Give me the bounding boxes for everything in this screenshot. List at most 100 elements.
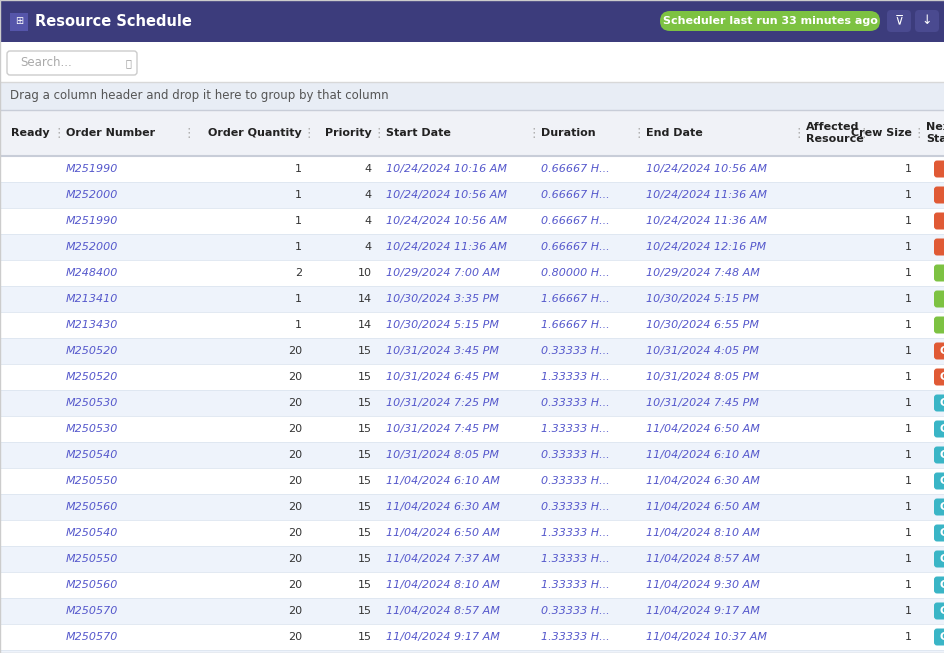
Text: Crew Size: Crew Size <box>851 128 911 138</box>
Text: M250540: M250540 <box>66 528 118 538</box>
Text: 1.33333 H...: 1.33333 H... <box>540 554 609 564</box>
Bar <box>0 494 944 520</box>
Text: 10/24/2024 10:56 AM: 10/24/2024 10:56 AM <box>385 190 507 200</box>
Text: 11/04/2024 6:50 AM: 11/04/2024 6:50 AM <box>646 502 759 512</box>
Bar <box>0 234 944 260</box>
Text: Resource Schedule: Resource Schedule <box>35 14 192 29</box>
Bar <box>0 546 944 572</box>
Text: 15: 15 <box>358 502 372 512</box>
Text: CTRCN: CTRCN <box>938 606 944 616</box>
Text: 1: 1 <box>904 606 911 616</box>
Text: 10/31/2024 8:05 PM: 10/31/2024 8:05 PM <box>385 450 498 460</box>
Text: 10/31/2024 7:25 PM: 10/31/2024 7:25 PM <box>385 398 498 408</box>
Bar <box>0 110 944 156</box>
Text: 1: 1 <box>904 632 911 642</box>
Text: ⋮: ⋮ <box>857 127 869 140</box>
Text: ⋮: ⋮ <box>372 127 385 140</box>
Text: ⋮: ⋮ <box>792 127 804 140</box>
Text: 10/31/2024 7:45 PM: 10/31/2024 7:45 PM <box>646 398 758 408</box>
FancyBboxPatch shape <box>933 550 944 567</box>
Text: Duration: Duration <box>540 128 595 138</box>
Text: 10/30/2024 5:15 PM: 10/30/2024 5:15 PM <box>646 294 758 304</box>
FancyBboxPatch shape <box>933 577 944 594</box>
Text: ⋮: ⋮ <box>527 127 540 140</box>
FancyBboxPatch shape <box>933 212 944 229</box>
Text: 1: 1 <box>295 294 302 304</box>
Text: 11/04/2024 10:37 AM: 11/04/2024 10:37 AM <box>646 632 767 642</box>
FancyBboxPatch shape <box>933 473 944 490</box>
Bar <box>0 468 944 494</box>
Text: 20: 20 <box>288 528 302 538</box>
Bar <box>0 312 944 338</box>
Text: 4: 4 <box>364 242 372 252</box>
Text: 1: 1 <box>904 164 911 174</box>
Text: 15: 15 <box>358 346 372 356</box>
Text: M250540: M250540 <box>66 450 118 460</box>
Bar <box>0 650 944 653</box>
Text: End Date: End Date <box>646 128 702 138</box>
Text: ⊞: ⊞ <box>15 16 23 26</box>
Text: Search...: Search... <box>20 57 72 69</box>
Text: 11/04/2024 8:10 AM: 11/04/2024 8:10 AM <box>385 580 499 590</box>
Text: ⋮: ⋮ <box>182 127 195 140</box>
Text: 20: 20 <box>288 554 302 564</box>
Text: 1: 1 <box>904 450 911 460</box>
Bar <box>0 82 944 110</box>
Text: Scheduler last run 33 minutes ago: Scheduler last run 33 minutes ago <box>662 16 877 26</box>
Text: 1: 1 <box>295 242 302 252</box>
Text: 20: 20 <box>288 424 302 434</box>
Text: Order Quantity: Order Quantity <box>208 128 302 138</box>
Text: 15: 15 <box>358 632 372 642</box>
Text: CTRCN: CTRCN <box>938 554 944 564</box>
Text: Ready: Ready <box>10 128 49 138</box>
Text: 11/04/2024 6:10 AM: 11/04/2024 6:10 AM <box>646 450 759 460</box>
Text: CTRCN: CTRCN <box>938 476 944 486</box>
Text: 10/24/2024 11:36 AM: 10/24/2024 11:36 AM <box>646 216 767 226</box>
Text: 1: 1 <box>904 320 911 330</box>
Text: 10/31/2024 3:45 PM: 10/31/2024 3:45 PM <box>385 346 498 356</box>
Bar <box>0 260 944 286</box>
Text: ⊽: ⊽ <box>893 14 902 27</box>
Text: CTRCN: CTRCN <box>938 528 944 538</box>
Text: 1.66667 H...: 1.66667 H... <box>540 320 609 330</box>
Text: 1: 1 <box>904 268 911 278</box>
FancyBboxPatch shape <box>933 421 944 438</box>
Text: M213410: M213410 <box>66 294 118 304</box>
Bar <box>0 0 944 42</box>
Text: 0.66667 H...: 0.66667 H... <box>540 164 609 174</box>
FancyBboxPatch shape <box>933 238 944 255</box>
Text: 15: 15 <box>358 606 372 616</box>
Text: 15: 15 <box>358 424 372 434</box>
Text: 15: 15 <box>358 450 372 460</box>
Bar <box>0 42 944 82</box>
Text: 20: 20 <box>288 606 302 616</box>
FancyBboxPatch shape <box>933 291 944 308</box>
Text: ⋮: ⋮ <box>632 127 645 140</box>
Text: M250570: M250570 <box>66 606 118 616</box>
Text: Order Number: Order Number <box>66 128 155 138</box>
Text: ⋮: ⋮ <box>53 127 65 140</box>
Text: 1.66667 H...: 1.66667 H... <box>540 294 609 304</box>
Text: CTRCN: CTRCN <box>938 398 944 408</box>
Text: 1: 1 <box>904 294 911 304</box>
Text: 1.33333 H...: 1.33333 H... <box>540 632 609 642</box>
Text: M250560: M250560 <box>66 580 118 590</box>
Text: 1: 1 <box>904 242 911 252</box>
Text: 14: 14 <box>358 320 372 330</box>
Text: 11/04/2024 6:30 AM: 11/04/2024 6:30 AM <box>646 476 759 486</box>
Text: Next Buffer
Status: Next Buffer Status <box>925 122 944 144</box>
Bar <box>0 624 944 650</box>
Text: M251990: M251990 <box>66 216 118 226</box>
Text: 1: 1 <box>904 398 911 408</box>
Bar <box>0 156 944 182</box>
Text: 10/30/2024 3:35 PM: 10/30/2024 3:35 PM <box>385 294 498 304</box>
Text: 0.33333 H...: 0.33333 H... <box>540 476 609 486</box>
Text: 20: 20 <box>288 372 302 382</box>
Text: M250530: M250530 <box>66 424 118 434</box>
Text: 10/29/2024 7:00 AM: 10/29/2024 7:00 AM <box>385 268 499 278</box>
FancyBboxPatch shape <box>933 187 944 204</box>
Bar <box>0 442 944 468</box>
Text: 10/24/2024 10:56 AM: 10/24/2024 10:56 AM <box>646 164 767 174</box>
Text: Priority: Priority <box>325 128 372 138</box>
Text: 🔍: 🔍 <box>125 58 131 68</box>
